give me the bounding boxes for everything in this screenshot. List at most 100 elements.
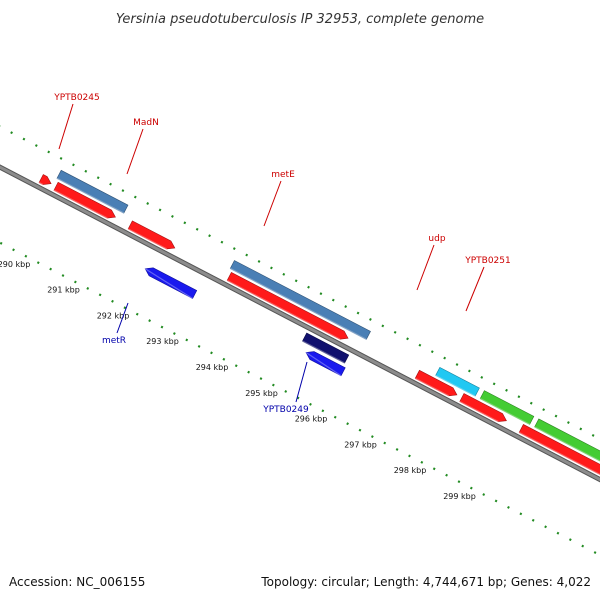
outer-track-tick <box>517 395 521 399</box>
inner-track-tick <box>135 312 139 316</box>
inner-track-tick <box>556 531 560 535</box>
inner-track-tick <box>185 338 189 342</box>
outer-track-tick <box>369 318 372 321</box>
outer-track-tick <box>554 414 558 418</box>
feature-red5-bevel <box>414 377 450 397</box>
inner-track-tick <box>321 409 325 413</box>
features <box>38 169 600 476</box>
gene-label-leader <box>416 244 435 291</box>
gene-label: YPTB0251 <box>464 256 511 266</box>
inner-track-tick <box>0 241 3 245</box>
outer-track-tick <box>270 266 273 270</box>
inner-track-tick <box>98 293 102 297</box>
outer-track-tick <box>10 131 13 135</box>
outer-track-tick <box>591 433 595 437</box>
outer-track-tick <box>455 363 459 366</box>
feature-red2-bevel <box>53 189 108 219</box>
outer-track-tick <box>245 253 249 257</box>
outer-track-tick <box>146 202 150 205</box>
gene-label-leader <box>116 302 129 334</box>
inner-track-tick <box>148 319 152 323</box>
outer-track-tick <box>121 189 125 193</box>
map-title: Yersinia pseudotuberculosis IP 32953, co… <box>116 12 484 27</box>
inner-track-tick <box>172 332 176 335</box>
feature-red4 <box>226 272 349 340</box>
feature-navy-YPTB0249-bevel <box>302 340 345 364</box>
axis-tick-label: 292 kbp <box>97 312 130 321</box>
feature-green-YPTB0251-bevel <box>479 398 530 425</box>
inner-track-tick <box>73 280 77 284</box>
inner-track-tick <box>494 499 498 503</box>
outer-track-tick <box>529 401 533 405</box>
inner-track-tick <box>259 377 263 381</box>
axis-tick-label: 296 kbp <box>295 415 328 424</box>
feature-red4-bevel <box>226 279 341 340</box>
inner-track-tick <box>111 299 114 303</box>
outer-track-tick <box>257 260 261 263</box>
inner-track-tick <box>519 512 523 516</box>
outer-track-tick <box>59 156 63 160</box>
outer-track-tick <box>579 427 583 431</box>
gene-label-leader <box>263 180 282 227</box>
inner-track-tick <box>420 460 424 464</box>
inner-track-tick <box>296 396 300 400</box>
outer-track-tick <box>96 176 100 180</box>
outer-track-tick <box>47 150 51 154</box>
outer-track-tick <box>430 350 434 354</box>
outer-track-tick <box>72 163 75 167</box>
feature-red3-bevel <box>127 228 168 250</box>
inner-track-tick <box>160 325 164 329</box>
outer-track-tick <box>109 182 112 186</box>
outer-track-tick <box>158 208 162 212</box>
outer-track-tick <box>232 247 236 251</box>
inner-track-tick <box>346 422 349 426</box>
inner-track-tick <box>581 544 585 548</box>
outer-track-tick <box>294 279 298 283</box>
outer-track-tick <box>307 285 310 289</box>
feature-blue-metE-bevel <box>229 267 367 340</box>
axis-tick-label: 295 kbp <box>245 389 278 398</box>
feature-red6-bevel <box>459 400 499 423</box>
axis-tick-label: 297 kbp <box>344 440 377 449</box>
feature-red1-bevel <box>38 181 44 186</box>
inner-track-tick <box>222 357 226 361</box>
inner-track-tick <box>12 248 15 252</box>
outer-track-tick <box>393 330 397 334</box>
outer-track-tick <box>331 298 335 302</box>
inner-track-tick <box>24 254 28 258</box>
gene-label: metR <box>102 336 126 346</box>
inner-track-tick <box>432 467 436 471</box>
inner-track-tick <box>507 505 510 509</box>
feature-red7-bevel <box>518 431 600 476</box>
inner-track-tick <box>234 364 238 368</box>
feature-green-2 <box>534 418 600 462</box>
axis-tick-label: 291 kbp <box>47 286 80 295</box>
feature-blue-metR <box>144 267 198 299</box>
inner-track-tick <box>482 493 486 496</box>
outer-track-tick <box>208 234 211 238</box>
outer-track-tick <box>406 337 409 341</box>
gene-label: YPTB0245 <box>53 93 100 103</box>
inner-track-tick <box>309 402 312 406</box>
axis-tick-label: 290 kbp <box>0 260 30 269</box>
outer-track-tick <box>443 356 447 360</box>
inner-track-tick <box>333 415 337 419</box>
inner-track-tick <box>36 261 40 265</box>
feature-blue-YPTB0245-bevel <box>56 177 125 214</box>
outer-track-tick <box>84 169 88 173</box>
gene-labels: YPTB0245 MadN metE udp YPTB0251 metR YPTB0249 <box>53 93 511 415</box>
accession-text: Accession: NC_006155 <box>9 575 145 589</box>
axis-tick-label: 294 kbp <box>196 363 229 372</box>
inner-track-tick <box>568 538 572 542</box>
outer-track-tick <box>195 227 199 231</box>
axis-tick-label: 293 kbp <box>146 337 179 346</box>
axis-tick-label: 298 kbp <box>394 466 427 475</box>
inner-track-tick <box>358 428 362 432</box>
feature-blue-metR-bevel <box>144 268 193 299</box>
inner-track-tick <box>123 306 127 310</box>
tracks <box>0 125 597 554</box>
inner-track-tick <box>445 473 448 477</box>
axis: 290 kbp 291 kbp 292 kbp 293 kbp 294 kbp 295 k… <box>0 260 476 501</box>
gene-label-leader <box>126 128 144 175</box>
gene-label: metE <box>271 170 295 180</box>
